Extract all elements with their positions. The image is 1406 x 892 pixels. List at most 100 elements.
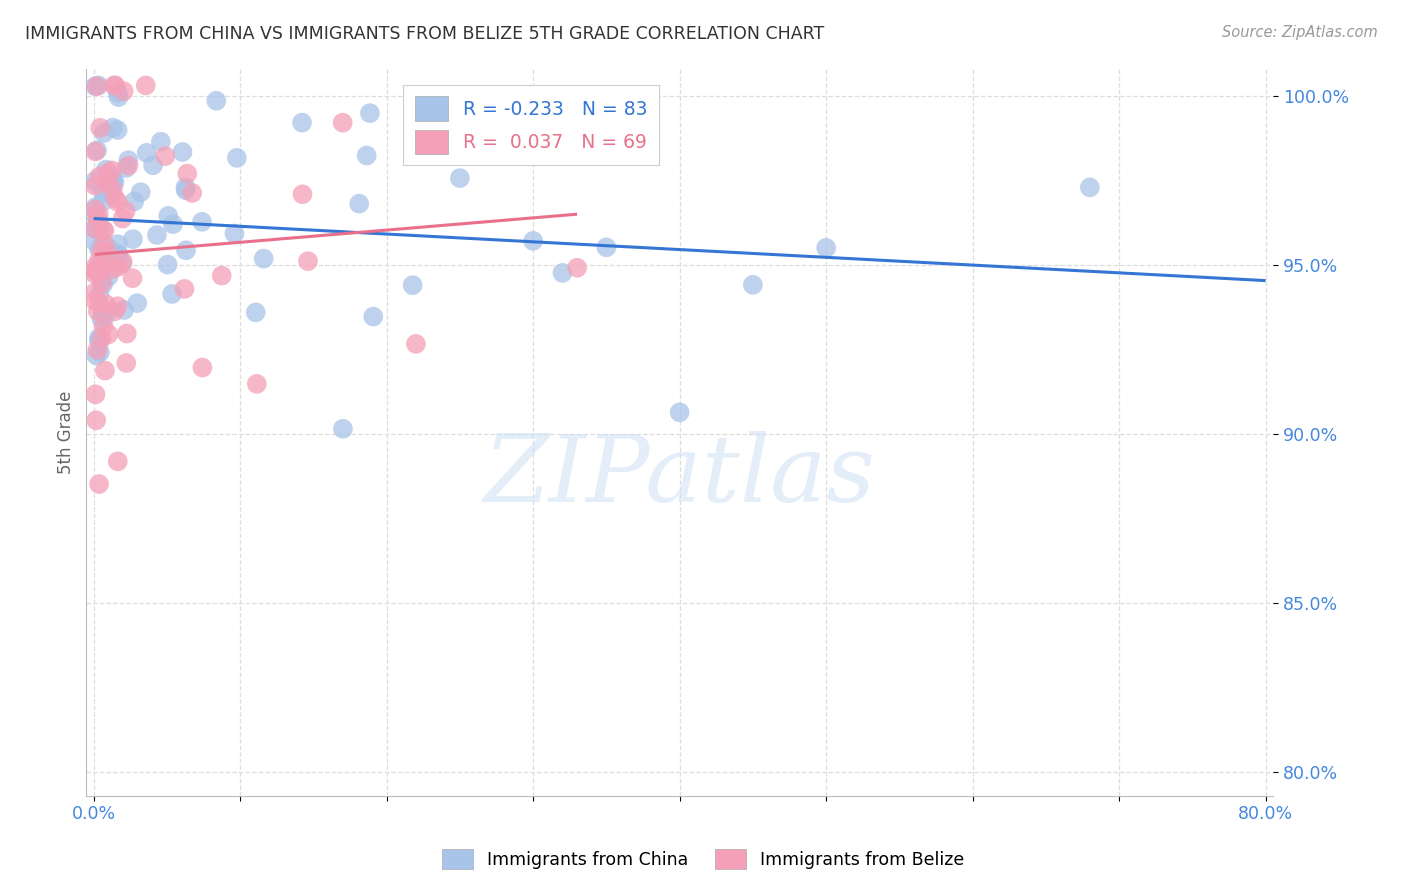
Text: Source: ZipAtlas.com: Source: ZipAtlas.com xyxy=(1222,25,1378,40)
Point xyxy=(172,145,194,159)
Point xyxy=(111,257,134,271)
Point xyxy=(173,282,195,296)
Point xyxy=(84,263,107,277)
Point xyxy=(112,303,135,318)
Point xyxy=(297,254,319,268)
Point xyxy=(101,172,124,186)
Point xyxy=(741,277,763,292)
Point xyxy=(359,106,381,120)
Point xyxy=(93,126,115,140)
Point xyxy=(89,169,111,184)
Point xyxy=(86,343,108,357)
Point xyxy=(149,135,172,149)
Point xyxy=(84,222,107,236)
Point xyxy=(86,217,108,231)
Point xyxy=(160,287,183,301)
Point xyxy=(155,149,177,163)
Point xyxy=(191,215,214,229)
Point xyxy=(86,79,108,94)
Point xyxy=(87,218,110,232)
Point xyxy=(332,422,354,436)
Point xyxy=(205,94,228,108)
Point xyxy=(84,264,107,278)
Point xyxy=(107,454,129,468)
Point xyxy=(97,269,120,284)
Point xyxy=(100,187,122,202)
Point xyxy=(90,331,112,345)
Point xyxy=(668,405,690,419)
Point xyxy=(91,194,114,209)
Point xyxy=(91,184,114,198)
Point xyxy=(86,348,108,362)
Point xyxy=(93,237,115,252)
Point xyxy=(101,262,124,277)
Point xyxy=(84,260,107,274)
Text: IMMIGRANTS FROM CHINA VS IMMIGRANTS FROM BELIZE 5TH GRADE CORRELATION CHART: IMMIGRANTS FROM CHINA VS IMMIGRANTS FROM… xyxy=(25,25,824,43)
Point xyxy=(89,345,111,359)
Point xyxy=(565,260,588,275)
Point xyxy=(84,174,107,188)
Legend: Immigrants from China, Immigrants from Belize: Immigrants from China, Immigrants from B… xyxy=(434,842,972,876)
Point xyxy=(595,240,617,254)
Point xyxy=(156,258,179,272)
Point xyxy=(117,153,139,168)
Point xyxy=(94,363,117,377)
Point xyxy=(176,167,198,181)
Point xyxy=(115,161,138,175)
Point xyxy=(84,267,107,281)
Point xyxy=(107,86,129,100)
Point xyxy=(245,305,267,319)
Point xyxy=(84,293,107,308)
Point xyxy=(84,221,107,235)
Point xyxy=(93,223,115,237)
Point xyxy=(492,102,515,116)
Point xyxy=(291,115,314,129)
Point xyxy=(87,334,110,348)
Point xyxy=(90,312,112,326)
Point xyxy=(129,185,152,199)
Point xyxy=(142,158,165,172)
Point xyxy=(174,183,197,197)
Point xyxy=(84,235,107,249)
Point xyxy=(89,253,111,268)
Point xyxy=(97,166,120,180)
Point xyxy=(94,297,117,311)
Point xyxy=(114,204,136,219)
Point xyxy=(107,90,129,104)
Point xyxy=(101,120,124,135)
Point xyxy=(112,84,135,98)
Point xyxy=(91,223,114,237)
Point xyxy=(103,78,125,93)
Point xyxy=(332,116,354,130)
Point xyxy=(291,187,314,202)
Point xyxy=(87,477,110,491)
Point xyxy=(87,218,110,232)
Point xyxy=(90,276,112,290)
Point xyxy=(101,163,124,178)
Point xyxy=(107,260,129,274)
Point xyxy=(117,159,139,173)
Point xyxy=(107,194,129,209)
Point xyxy=(224,227,246,241)
Point xyxy=(253,252,276,266)
Point xyxy=(115,356,138,370)
Point xyxy=(356,148,378,162)
Point xyxy=(87,304,110,318)
Point xyxy=(97,176,120,190)
Point xyxy=(98,242,121,256)
Point xyxy=(89,120,111,135)
Point xyxy=(84,79,107,94)
Point xyxy=(135,78,157,93)
Point xyxy=(107,237,129,252)
Point xyxy=(103,177,125,191)
Point xyxy=(449,171,471,186)
Point xyxy=(174,180,197,194)
Point xyxy=(103,175,125,189)
Point xyxy=(84,387,107,401)
Point xyxy=(91,307,114,321)
Point xyxy=(93,235,115,249)
Point xyxy=(122,194,145,209)
Point xyxy=(84,178,107,193)
Point xyxy=(87,331,110,345)
Point xyxy=(522,234,544,248)
